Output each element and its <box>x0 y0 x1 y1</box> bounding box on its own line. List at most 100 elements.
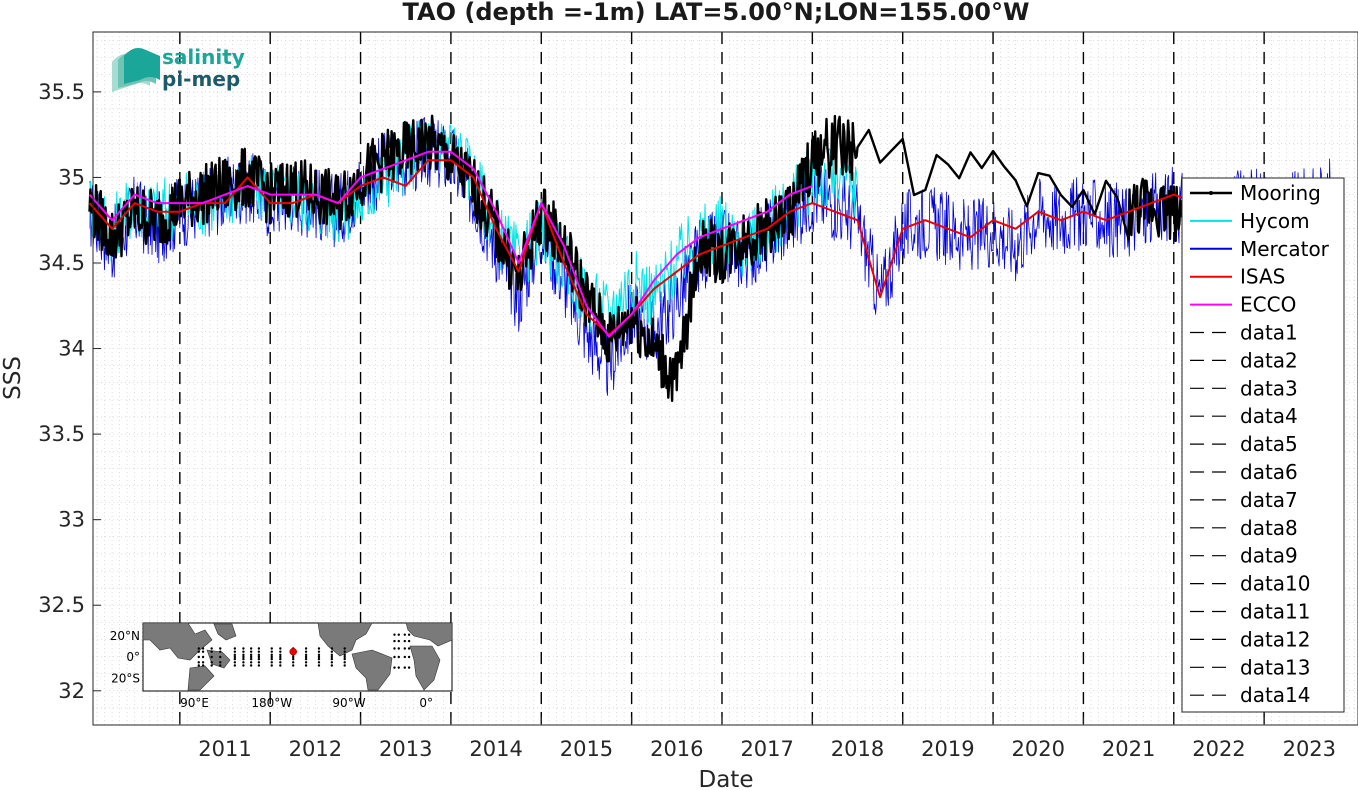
legend-entry: data11 <box>1190 600 1311 624</box>
legend-label: data10 <box>1240 572 1311 596</box>
mooring-station-dot <box>201 650 205 653</box>
mooring-station-dot <box>343 650 346 653</box>
mooring-station-dot <box>233 653 237 657</box>
legend: Mooring Hycom Mercator ISAS ECCO data1 data2 da… <box>1181 177 1345 713</box>
series-line-mooring <box>88 114 1221 402</box>
x-tick-label: 2023 <box>1283 737 1336 761</box>
x-tick-label: 2021 <box>1102 737 1155 761</box>
x-tick-label: 2020 <box>1012 737 1065 761</box>
x-tick-label: 2014 <box>469 737 522 761</box>
map-lat-label: 20°N <box>110 629 140 643</box>
legend-label: Hycom <box>1240 209 1310 233</box>
mooring-station-dot <box>219 661 222 664</box>
inset-map: 20°N 0° 20°S 90°E 180°W 90°W 0° <box>110 622 453 710</box>
mooring-station-dot <box>233 661 237 664</box>
mooring-station-dot <box>317 657 321 661</box>
mooring-station-dot <box>270 650 273 653</box>
x-tick-label: 2022 <box>1192 737 1245 761</box>
mooring-station-dot <box>257 661 261 664</box>
legend-label: data3 <box>1240 376 1298 400</box>
mooring-station-dot <box>279 647 282 650</box>
mooring-station-dot <box>330 647 334 650</box>
legend-entry: data7 <box>1190 488 1298 512</box>
mooring-station-dot <box>407 633 411 636</box>
legend-entry: data2 <box>1190 348 1298 372</box>
legend-label: data6 <box>1240 460 1298 484</box>
mooring-station-dot <box>249 655 253 659</box>
legend-entry: data4 <box>1190 404 1298 428</box>
mooring-station-dot <box>242 664 245 667</box>
mooring-station-dot <box>270 653 273 657</box>
legend-label: data8 <box>1240 516 1298 540</box>
mooring-station-dot <box>330 655 334 659</box>
mooring-station-dot <box>210 650 213 653</box>
legend-label: data2 <box>1240 348 1298 372</box>
mooring-station-dot <box>257 657 261 661</box>
mooring-station-dot <box>270 664 273 667</box>
y-axis-label: SSS <box>0 356 26 400</box>
mooring-station-dot <box>397 666 400 669</box>
legend-entry: Mercator <box>1190 237 1330 261</box>
mooring-station-dot <box>393 633 396 636</box>
mooring-station-dot <box>242 655 245 659</box>
map-lon-label: 90°W <box>332 696 365 710</box>
mooring-station-dot <box>403 666 406 669</box>
mooring-station-dot <box>210 664 213 667</box>
legend-entry: data3 <box>1190 376 1298 400</box>
y-tick-label: 32 <box>58 679 85 703</box>
mooring-station-dot <box>210 655 213 659</box>
mooring-station-dot <box>210 647 213 650</box>
legend-label: data1 <box>1240 321 1298 345</box>
y-tick-label: 34 <box>58 337 85 361</box>
mooring-station-dot <box>249 664 253 667</box>
station-marker <box>289 647 297 656</box>
mooring-stations <box>197 633 411 669</box>
mooring-station-dot <box>249 650 253 653</box>
mooring-station-dot <box>197 655 200 659</box>
mooring-station-dot <box>403 647 406 650</box>
mooring-station-dot <box>233 650 237 653</box>
legend-label: ISAS <box>1240 265 1285 289</box>
y-tick-label: 34.5 <box>38 251 85 275</box>
legend-entry: data5 <box>1190 432 1298 456</box>
map-lat-label: 20°S <box>111 671 140 685</box>
mooring-station-dot <box>197 664 200 667</box>
mooring-station-dot <box>304 650 308 653</box>
x-axis-label: Date <box>699 767 754 790</box>
x-tick-label: 2011 <box>198 737 251 761</box>
mooring-station-dot <box>242 650 245 653</box>
mooring-station-dot <box>407 666 411 669</box>
mooring-station-dot <box>317 655 321 659</box>
mooring-station-dot <box>343 647 346 650</box>
x-axis-ticks: 2011 2012 2013 2014 2015 2016 2017 2018 2019 2020… <box>179 717 1336 761</box>
mooring-station-dot <box>317 653 321 657</box>
mooring-station-dot <box>219 647 222 650</box>
mooring-station-dot <box>292 661 295 664</box>
x-tick-label: 2019 <box>921 737 974 761</box>
y-tick-label: 33 <box>58 508 85 532</box>
legend-entry: Hycom <box>1190 209 1310 233</box>
mooring-station-dot <box>233 664 237 667</box>
mooring-station-dot <box>257 650 261 653</box>
legend-entry: data14 <box>1190 683 1311 707</box>
mooring-station-dot <box>317 661 321 664</box>
x-tick-label: 2017 <box>740 737 793 761</box>
legend-label: data12 <box>1240 627 1311 651</box>
legend-entry: data12 <box>1190 627 1311 651</box>
mooring-station-dot <box>317 664 321 667</box>
mooring-station-dot <box>270 647 273 650</box>
legend-label: data5 <box>1240 432 1298 456</box>
mooring-station-dot <box>304 655 308 659</box>
mooring-station-dot <box>279 664 282 667</box>
mooring-station-dot <box>249 647 253 650</box>
mooring-station-dot <box>403 655 406 659</box>
x-tick-label: 2013 <box>379 737 432 761</box>
mooring-station-dot <box>197 661 200 664</box>
map-lat-label: 0° <box>126 650 140 664</box>
legend-entry: data9 <box>1190 544 1298 568</box>
mooring-station-dot <box>393 647 396 650</box>
mooring-station-dot <box>330 657 334 661</box>
mooring-station-dot <box>233 657 237 661</box>
mooring-station-dot <box>279 661 282 664</box>
mooring-station-dot <box>210 661 213 664</box>
